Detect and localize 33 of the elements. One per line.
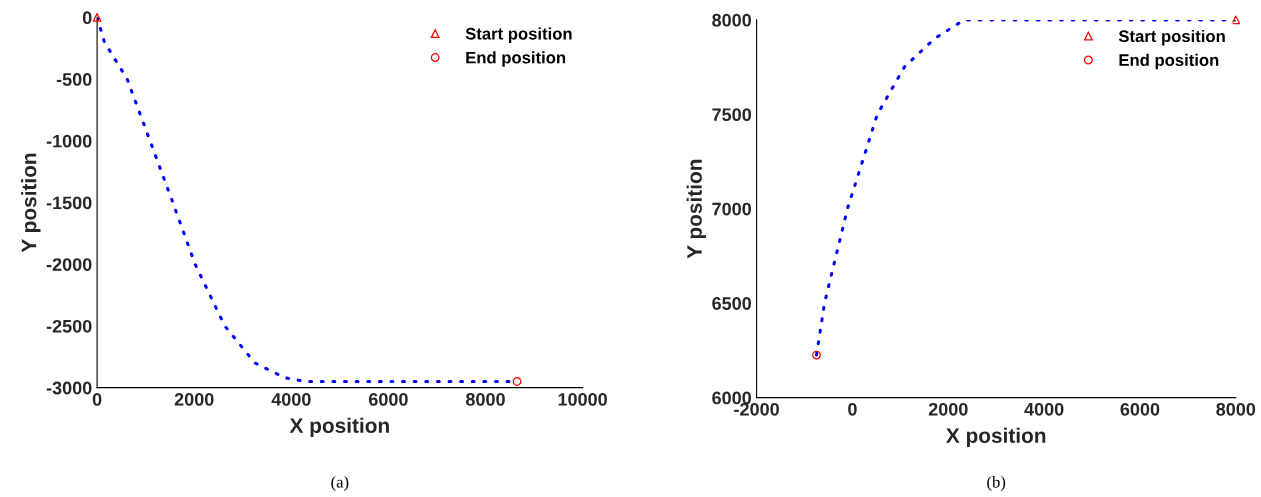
y-tick-label: -500: [56, 73, 92, 86]
legend-label: Start position: [1118, 29, 1225, 46]
x-axis-title: X position: [289, 417, 389, 438]
x-tick-label: 8000: [1216, 402, 1256, 416]
x-tick-label: 8000: [465, 393, 505, 406]
text: (b): [987, 475, 1006, 492]
y-tick-label: 8000: [712, 13, 751, 27]
y-axis-title: Y position: [686, 159, 707, 259]
legend-label: Start position: [465, 27, 572, 43]
x-tick-label: 2000: [174, 393, 214, 406]
x-tick-label: 6000: [1120, 402, 1160, 416]
x-tick-label: 10000: [558, 393, 607, 406]
x-tick-label: 6000: [368, 393, 408, 406]
x-tick-label: 4000: [271, 393, 311, 406]
y-tick-label: 7000: [712, 202, 751, 216]
y-tick-label: -1500: [46, 196, 92, 210]
y-tick-label: 0: [82, 11, 92, 25]
y-tick-label: 6500: [712, 297, 751, 310]
y-tick-label: -1000: [46, 134, 92, 148]
legend-label: End position: [1119, 53, 1219, 70]
y-tick-label: -2500: [46, 319, 92, 333]
x-tick-label: 0: [848, 402, 857, 416]
x-tick-label: -2000: [734, 402, 779, 416]
y-tick-label: 7500: [712, 108, 751, 122]
legend-label: End position: [466, 51, 566, 67]
x-axis-title: X position: [946, 427, 1046, 448]
x-tick-label: 0: [92, 393, 102, 406]
y-axis-title: Y position: [21, 153, 41, 253]
y-tick-label: -3000: [46, 381, 92, 395]
x-tick-label: 4000: [1024, 402, 1064, 416]
y-tick-label: -2000: [46, 258, 92, 271]
x-tick-label: 2000: [928, 402, 968, 416]
text: (a): [331, 475, 349, 492]
